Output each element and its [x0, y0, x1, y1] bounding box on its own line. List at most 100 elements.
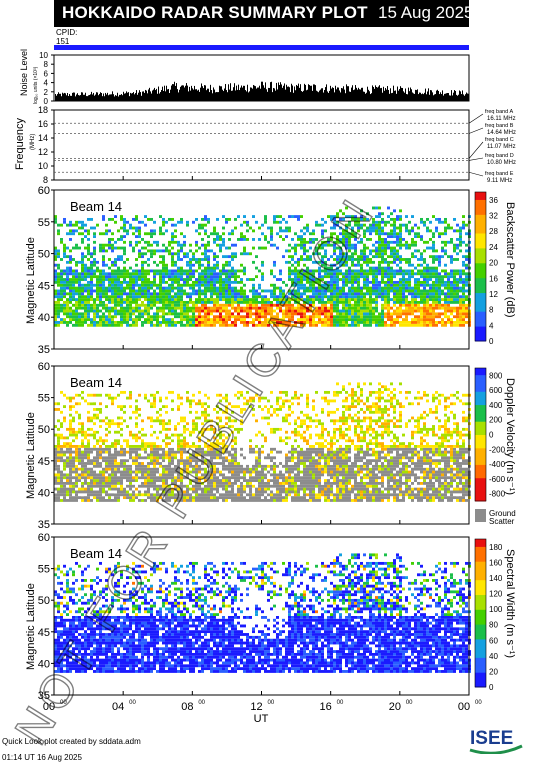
scatter-cell — [432, 300, 435, 304]
scatter-cell — [363, 223, 366, 227]
scatter-cell — [420, 309, 423, 313]
scatter-cell — [204, 272, 207, 276]
scatter-cell — [222, 292, 225, 296]
scatter-cell — [219, 312, 222, 316]
scatter-cell — [132, 289, 135, 293]
scatter-cell — [60, 425, 63, 428]
scatter-cell — [276, 278, 279, 281]
scatter-cell — [213, 272, 216, 276]
scatter-cell — [222, 272, 225, 276]
scatter-cell — [372, 278, 375, 281]
scatter-cell — [429, 272, 432, 276]
scatter-cell — [72, 318, 75, 322]
scatter-cell — [381, 323, 384, 327]
noise-bar — [146, 90, 147, 101]
scatter-cell — [366, 275, 369, 279]
scatter-cell — [114, 312, 117, 316]
scatter-cell — [144, 433, 147, 437]
scatter-cell — [63, 416, 66, 420]
scatter-cell — [354, 289, 357, 293]
scatter-cell — [189, 323, 192, 327]
scatter-cell — [105, 298, 108, 301]
noise-bar — [173, 84, 174, 101]
scatter-cell — [396, 321, 399, 324]
scatter-cell — [345, 280, 348, 284]
scatter-cell — [87, 306, 90, 310]
noise-bar — [216, 92, 217, 101]
scatter-cell — [69, 422, 72, 426]
scatter-cell — [141, 263, 144, 267]
scatter-cell — [177, 462, 180, 465]
scatter-cell — [129, 416, 132, 420]
scatter-cell — [93, 283, 96, 287]
noise-bar — [328, 92, 329, 101]
scatter-cell — [288, 306, 291, 310]
scatter-cell — [207, 217, 210, 221]
scatter-cell — [57, 499, 60, 502]
scatter-cell — [168, 467, 171, 471]
scatter-cell — [213, 323, 216, 327]
noise-bar — [448, 93, 449, 101]
scatter-cell — [429, 275, 432, 279]
scatter-cell — [330, 269, 333, 273]
scatter-cell — [234, 306, 237, 310]
noise-bar — [69, 94, 70, 101]
scatter-cell — [99, 493, 102, 497]
scatter-cell — [198, 246, 201, 250]
scatter-cell — [78, 298, 81, 301]
scatter-cell — [180, 323, 183, 327]
noise-bar — [236, 85, 237, 101]
scatter-cell — [360, 269, 363, 273]
scatter-cell — [186, 252, 189, 256]
scatter-cell — [87, 499, 90, 502]
scatter-cell — [324, 249, 327, 253]
colorbar-segment — [475, 203, 486, 208]
noise-bar — [182, 85, 183, 101]
scatter-cell — [99, 295, 102, 299]
scatter-cell — [93, 479, 96, 482]
scatter-cell — [258, 292, 261, 296]
scatter-cell — [267, 323, 270, 327]
scatter-cell — [390, 217, 393, 221]
noise-bar — [425, 88, 426, 101]
scatter-cell — [264, 303, 267, 307]
scatter-cell — [132, 318, 135, 322]
scatter-cell — [204, 255, 207, 259]
scatter-cell — [414, 323, 417, 327]
scatter-cell — [144, 292, 147, 296]
scatter-cell — [225, 283, 228, 287]
noise-bar — [231, 90, 232, 101]
scatter-cell — [57, 436, 60, 440]
noise-bar — [271, 81, 272, 101]
scatter-cell — [84, 278, 87, 281]
scatter-cell — [87, 450, 90, 454]
scatter-cell — [261, 223, 264, 227]
noise-bar — [163, 90, 164, 101]
scatter-cell — [177, 493, 180, 497]
scatter-cell — [279, 303, 282, 307]
scatter-cell — [423, 240, 426, 244]
scatter-cell — [105, 416, 108, 420]
scatter-cell — [339, 252, 342, 256]
scatter-cell — [189, 258, 192, 261]
scatter-cell — [84, 462, 87, 465]
scatter-cell — [378, 223, 381, 227]
scatter-cell — [393, 255, 396, 259]
scatter-cell — [198, 298, 201, 301]
scatter-cell — [135, 229, 138, 233]
scatter-cell — [180, 295, 183, 299]
scatter-cell — [135, 309, 138, 313]
scatter-cell — [363, 217, 366, 221]
scatter-cell — [429, 220, 432, 224]
scatter-cell — [366, 258, 369, 261]
scatter-cell — [96, 476, 99, 480]
noise-bar — [241, 85, 242, 101]
scatter-cell — [399, 300, 402, 304]
noise-bar — [195, 89, 196, 101]
scatter-cell — [111, 318, 114, 322]
scatter-cell — [132, 499, 135, 502]
scatter-cell — [54, 487, 57, 491]
scatter-cell — [63, 484, 66, 488]
scatter-cell — [192, 220, 195, 224]
scatter-cell — [162, 467, 165, 471]
